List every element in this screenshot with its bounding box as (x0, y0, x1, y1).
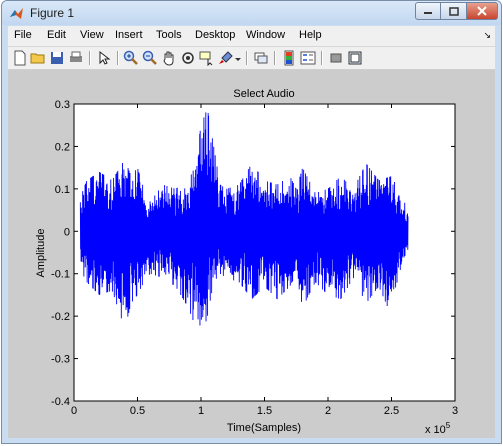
menu-edit[interactable]: Edit (47, 29, 66, 41)
toolbar-separator (274, 51, 276, 65)
menu-desktop[interactable]: Desktop (195, 29, 236, 41)
x-tick-label: 0 (71, 405, 77, 417)
x-tick-label: 3 (452, 405, 458, 417)
y-tick-label: -0.2 (51, 311, 70, 323)
menu-view[interactable]: View (80, 29, 104, 41)
window-title: Figure 1 (30, 6, 75, 20)
y-axis-label: Amplitude (35, 229, 47, 278)
toolbar-separator (117, 51, 119, 65)
menu-window[interactable]: Window (246, 29, 286, 41)
insert-legend-icon[interactable] (300, 50, 316, 66)
title-bar[interactable]: Figure 1 (2, 1, 501, 25)
y-tick-label: 0.2 (55, 141, 70, 153)
insert-colorbar-icon[interactable] (281, 50, 297, 66)
y-tick-label: -0.1 (51, 269, 70, 281)
toolbar-separator (246, 51, 248, 65)
toolbar-separator (321, 51, 323, 65)
menu-bar: File Edit View Insert Tools Desktop Wind… (8, 26, 495, 47)
menu-tools[interactable]: Tools (156, 29, 182, 41)
menu-file[interactable]: File (14, 29, 32, 41)
new-figure-icon[interactable] (12, 50, 28, 66)
menu-help[interactable]: Help (299, 29, 322, 41)
maximize-icon (448, 6, 459, 16)
zoom-in-icon[interactable] (123, 50, 139, 66)
hide-plot-tools-icon[interactable] (328, 50, 344, 66)
show-plot-tools-icon[interactable] (347, 50, 363, 66)
x-tick-label: 2.5 (384, 405, 399, 417)
chart-title: Select Audio (233, 88, 294, 100)
data-cursor-icon[interactable] (199, 50, 215, 66)
minimize-icon (424, 12, 432, 14)
figure-toolbar (8, 47, 495, 70)
zoom-out-icon[interactable] (142, 50, 158, 66)
brush-icon[interactable] (218, 50, 234, 66)
edit-plot-icon[interactable] (96, 50, 112, 66)
figure-canvas: 0 0.5 1 1.5 2 2.5 3 -0.4 -0.3 -0.2 -0.1 0 0.1 0.2 0.3… (8, 70, 495, 438)
matlab-logo-icon (10, 8, 23, 19)
y-tick-label: -0.4 (51, 396, 70, 408)
close-button[interactable] (467, 2, 498, 20)
link-plot-icon[interactable] (253, 50, 269, 66)
print-icon[interactable] (68, 50, 84, 66)
minimize-button[interactable] (415, 2, 441, 20)
open-file-icon[interactable] (30, 50, 46, 66)
rotate-3d-icon[interactable] (180, 50, 196, 66)
save-icon[interactable] (49, 50, 65, 66)
y-tick-label: 0 (64, 226, 70, 238)
y-tick-label: 0.1 (55, 184, 70, 196)
maximize-button[interactable] (441, 2, 467, 20)
close-icon (477, 6, 487, 16)
y-tick-label: -0.3 (51, 354, 70, 366)
menu-insert[interactable]: Insert (115, 29, 143, 41)
y-tick-label: 0.3 (55, 99, 70, 111)
x-axis-label: Time(Samples) (227, 422, 301, 434)
x-scale-multiplier: x 105 (425, 421, 451, 436)
x-tick-label: 0.5 (130, 405, 145, 417)
audio-plot[interactable]: 0 0.5 1 1.5 2 2.5 3 -0.4 -0.3 -0.2 -0.1 0 0.1 0.2 0.3… (8, 70, 495, 438)
pan-icon[interactable] (161, 50, 177, 66)
menu-dock-arrow-icon[interactable]: ↘ (483, 30, 491, 40)
x-tick-label: 1.5 (257, 405, 272, 417)
toolbar-separator (89, 51, 91, 65)
x-tick-label: 2 (325, 405, 331, 417)
x-tick-label: 1 (198, 405, 204, 417)
audio-waveform-series (79, 112, 409, 326)
brush-dropdown-icon[interactable] (234, 50, 242, 66)
